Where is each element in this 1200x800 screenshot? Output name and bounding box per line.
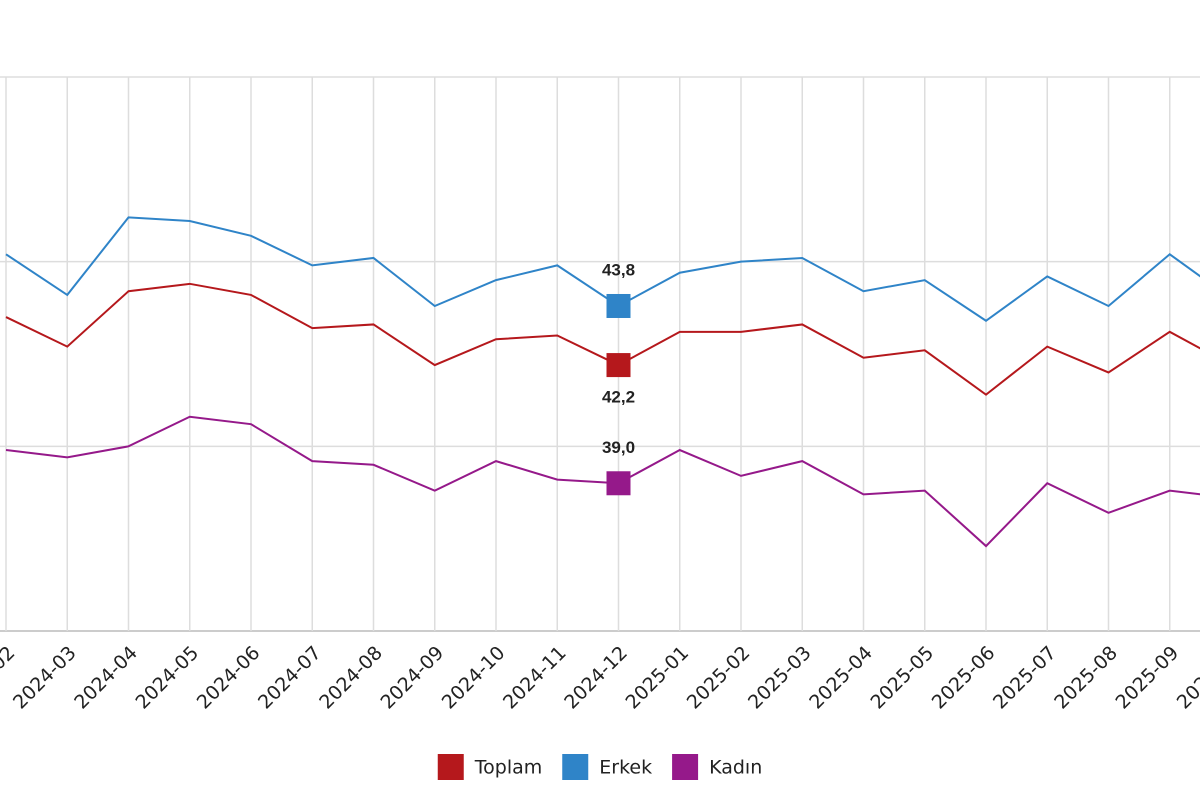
x-tick-label: 2024-03	[9, 642, 81, 714]
highlight-marker	[606, 293, 631, 318]
x-tick-label: 2025-03	[744, 642, 816, 714]
legend-label: Toplam	[474, 757, 543, 779]
legend-swatch	[437, 754, 464, 780]
x-tick-label: 2025-05	[866, 642, 938, 714]
x-tick-label: 2024-12	[560, 642, 632, 714]
legend-label: Erkek	[599, 757, 652, 779]
series-line	[5, 415, 1200, 548]
data-label: 42,2	[602, 388, 635, 407]
x-tick-label: 2025-09	[1111, 642, 1183, 714]
series-line	[5, 282, 1200, 396]
x-tick-label: 2025-07	[989, 642, 1061, 714]
x-tick-label: 2024-10	[438, 642, 510, 714]
x-tick-label: 2025-01	[621, 642, 693, 714]
legend-swatch	[562, 754, 589, 780]
x-tick-label: 2025-02	[683, 642, 755, 714]
legend-swatch	[672, 754, 699, 780]
legend: Toplam Erkek Kadın	[437, 754, 762, 780]
x-tick-label: 2024-06	[193, 642, 265, 714]
x-tick-label: 2024-08	[315, 642, 387, 714]
x-tick-label: 2024-09	[376, 642, 448, 714]
x-tick-label: 2025-08	[1050, 642, 1122, 714]
x-tick-label: 2025-06	[928, 642, 1000, 714]
x-tick-label: 2024-07	[254, 642, 326, 714]
highlight-marker	[606, 471, 631, 496]
x-tick-label: 2024-11	[499, 642, 571, 714]
x-tick-label: 2024-05	[131, 642, 203, 714]
data-label: 43,8	[602, 260, 635, 279]
x-tick-label: 2025-04	[805, 642, 877, 714]
x-tick-label: 2024-04	[70, 642, 142, 714]
highlight-marker	[606, 353, 631, 378]
legend-label: Kadın	[709, 757, 762, 779]
data-label: 39,0	[602, 438, 635, 457]
